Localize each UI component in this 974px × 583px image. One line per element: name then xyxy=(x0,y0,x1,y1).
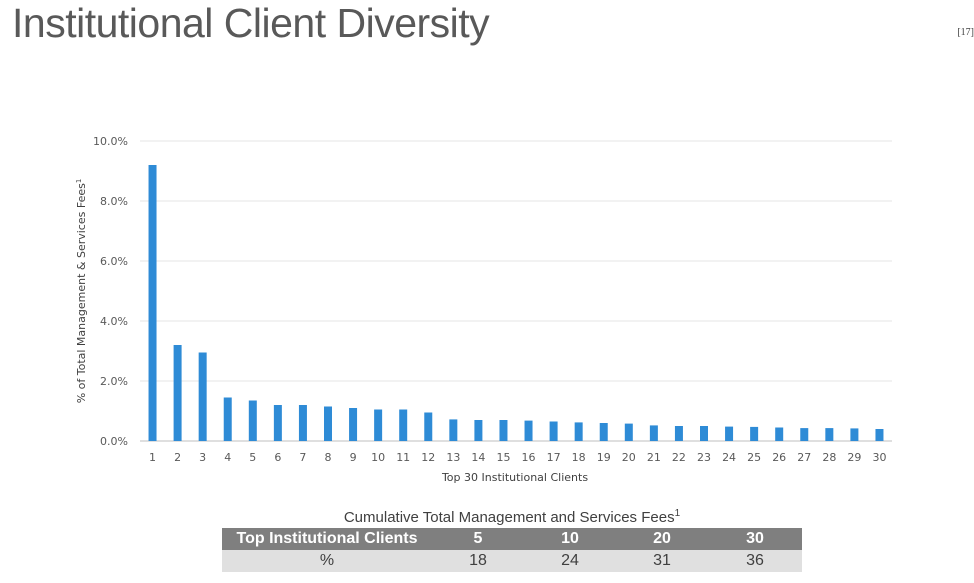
x-tick-label: 15 xyxy=(496,451,510,464)
cumulative-fees-table: Top Institutional Clients 5 10 20 30 % 1… xyxy=(222,528,802,572)
x-tick-label: 12 xyxy=(421,451,435,464)
x-tick-label: 17 xyxy=(547,451,561,464)
bar-client-6 xyxy=(273,405,282,441)
bar-client-8 xyxy=(324,406,332,441)
bar-client-21 xyxy=(649,425,658,441)
x-axis-title: Top 30 Institutional Clients xyxy=(441,471,588,484)
bar-client-25 xyxy=(750,426,759,441)
header-top-5: 5 xyxy=(432,528,524,550)
y-axis-title-superscript: 1 xyxy=(75,179,83,183)
bar-client-13 xyxy=(449,419,458,441)
bar-client-7 xyxy=(298,405,307,441)
table-caption-superscript: 1 xyxy=(674,508,681,519)
x-tick-label: 13 xyxy=(446,451,460,464)
page-number: [17] xyxy=(957,27,974,38)
bar-client-15 xyxy=(499,420,508,441)
bar-client-4 xyxy=(223,397,232,441)
x-tick-label: 30 xyxy=(872,451,886,464)
y-axis-ticks: 0.0% 2.0% 4.0% 6.0% 8.0% 10.0% xyxy=(93,135,128,448)
bar-client-12 xyxy=(424,412,433,441)
value-top-20: 31 xyxy=(616,550,708,572)
table-row: % 18 24 31 36 xyxy=(222,550,802,572)
bar-client-10 xyxy=(374,409,383,441)
bar-client-29 xyxy=(850,428,859,441)
y-tick-label: 8.0% xyxy=(100,195,128,208)
y-axis-title-text: % of Total Management & Services Fees xyxy=(75,183,88,403)
x-tick-label: 20 xyxy=(622,451,636,464)
header-top-30: 30 xyxy=(708,528,802,550)
chart-gridlines xyxy=(140,140,892,442)
bar-client-5 xyxy=(248,400,257,441)
header-label: Top Institutional Clients xyxy=(222,528,432,550)
bar-client-18 xyxy=(574,422,583,441)
x-tick-label: 9 xyxy=(350,451,357,464)
y-axis-title: % of Total Management & Services Fees1 xyxy=(75,179,88,404)
x-tick-label: 24 xyxy=(722,451,736,464)
x-tick-label: 5 xyxy=(249,451,256,464)
x-tick-label: 29 xyxy=(847,451,861,464)
bar-client-20 xyxy=(624,423,633,441)
y-tick-label: 6.0% xyxy=(100,255,128,268)
x-tick-label: 26 xyxy=(772,451,786,464)
bar-client-27 xyxy=(800,428,809,441)
value-top-5: 18 xyxy=(432,550,524,572)
x-tick-label: 16 xyxy=(522,451,536,464)
x-tick-label: 3 xyxy=(199,451,206,464)
value-top-30: 36 xyxy=(708,550,802,572)
table-caption-text: Cumulative Total Management and Services… xyxy=(343,509,675,526)
x-tick-label: 21 xyxy=(647,451,661,464)
x-tick-label: 23 xyxy=(697,451,711,464)
bar-client-3 xyxy=(198,352,207,441)
header-top-20: 20 xyxy=(616,528,708,550)
x-tick-label: 28 xyxy=(822,451,836,464)
x-tick-label: 27 xyxy=(797,451,811,464)
x-tick-label: 22 xyxy=(672,451,686,464)
bar-client-16 xyxy=(524,420,533,441)
x-tick-label: 25 xyxy=(747,451,761,464)
x-tick-label: 1 xyxy=(149,451,156,464)
bar-client-2 xyxy=(173,345,182,441)
bar-client-30 xyxy=(875,429,884,441)
bar-client-19 xyxy=(599,423,608,441)
bar-client-14 xyxy=(474,420,483,441)
x-tick-label: 2 xyxy=(174,451,181,464)
x-axis-ticks: 1 2 3 4 5 6 7 8 9 10 11 12 13 14 15 16 17 18 19 20 21 22 23 24 2… xyxy=(149,451,886,464)
y-tick-label: 0.0% xyxy=(100,435,128,448)
x-tick-label: 7 xyxy=(299,451,306,464)
x-tick-label: 6 xyxy=(274,451,281,464)
y-tick-label: 2.0% xyxy=(100,375,128,388)
x-tick-label: 8 xyxy=(325,451,332,464)
row-label: % xyxy=(222,550,432,572)
bar-client-28 xyxy=(825,428,834,441)
bar-chart: 0.0%2.0%4.0%6.0%8.0%10.0% 1 2 3 4 5 6 7 8 9 10 11 1… xyxy=(75,135,892,484)
table-header-row: Top Institutional Clients 5 10 20 30 xyxy=(222,528,802,550)
bar-client-17 xyxy=(549,421,558,441)
bar-client-22 xyxy=(674,426,683,441)
page-title: Institutional Client Diversity xyxy=(12,0,490,46)
x-tick-label: 11 xyxy=(396,451,410,464)
x-tick-label: 14 xyxy=(471,451,485,464)
header-top-10: 10 xyxy=(524,528,616,550)
y-tick-label: 4.0% xyxy=(100,315,128,328)
bar-client-11 xyxy=(399,409,408,441)
x-tick-label: 4 xyxy=(224,451,231,464)
chart-bars xyxy=(148,165,884,441)
y-tick-label: 10.0% xyxy=(93,135,128,148)
bar-client-9 xyxy=(349,408,358,441)
bar-client-24 xyxy=(725,426,734,441)
bar-client-23 xyxy=(700,426,708,441)
table-caption: Cumulative Total Management and Services… xyxy=(222,508,802,526)
bar-client-26 xyxy=(775,427,784,441)
bar-client-1 xyxy=(148,165,157,441)
x-tick-label: 19 xyxy=(597,451,611,464)
x-tick-label: 10 xyxy=(371,451,385,464)
x-tick-label: 18 xyxy=(572,451,586,464)
value-top-10: 24 xyxy=(524,550,616,572)
